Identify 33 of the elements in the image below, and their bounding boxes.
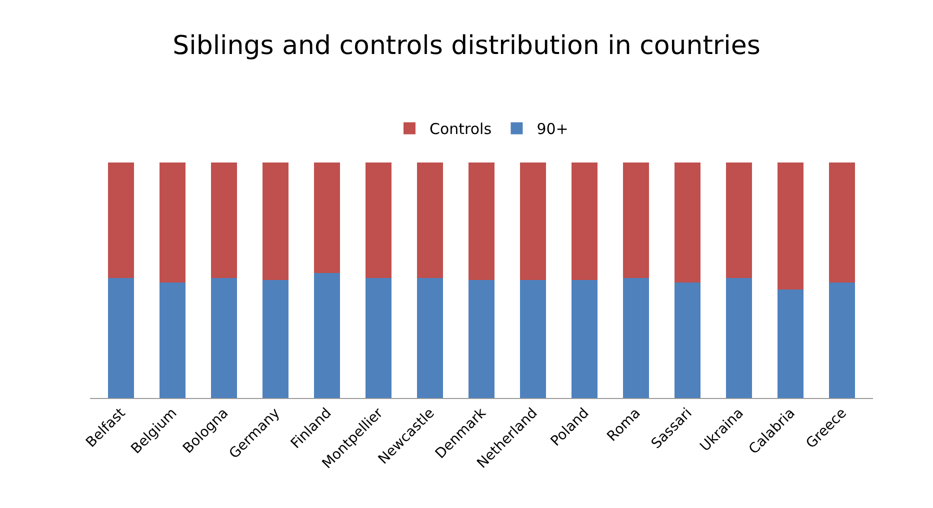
legend-label: Controls xyxy=(430,120,492,138)
bar xyxy=(211,162,237,278)
legend-label: 90+ xyxy=(536,120,568,138)
bar xyxy=(468,280,494,398)
bar xyxy=(160,282,186,398)
bar xyxy=(366,278,392,398)
bar xyxy=(520,162,546,280)
bar xyxy=(674,162,700,283)
bar xyxy=(108,278,134,398)
bar xyxy=(623,162,649,278)
bar xyxy=(623,278,649,398)
bar xyxy=(778,162,804,290)
bar xyxy=(829,162,855,283)
bar xyxy=(520,280,546,398)
bar xyxy=(108,162,134,278)
bar xyxy=(674,282,700,398)
bar xyxy=(829,282,855,398)
bar xyxy=(572,280,598,398)
bar xyxy=(160,162,186,283)
bar xyxy=(726,278,752,398)
bar xyxy=(572,162,598,280)
bar xyxy=(726,162,752,278)
bar xyxy=(314,162,340,274)
bar xyxy=(211,278,237,398)
bar xyxy=(417,162,443,278)
bar xyxy=(262,162,288,280)
bar xyxy=(468,162,494,280)
chart-title: Siblings and controls distribution in countries xyxy=(172,30,760,61)
bar xyxy=(778,290,804,398)
bar xyxy=(366,162,392,278)
bar xyxy=(262,280,288,398)
bar xyxy=(314,273,340,398)
bar xyxy=(417,278,443,398)
